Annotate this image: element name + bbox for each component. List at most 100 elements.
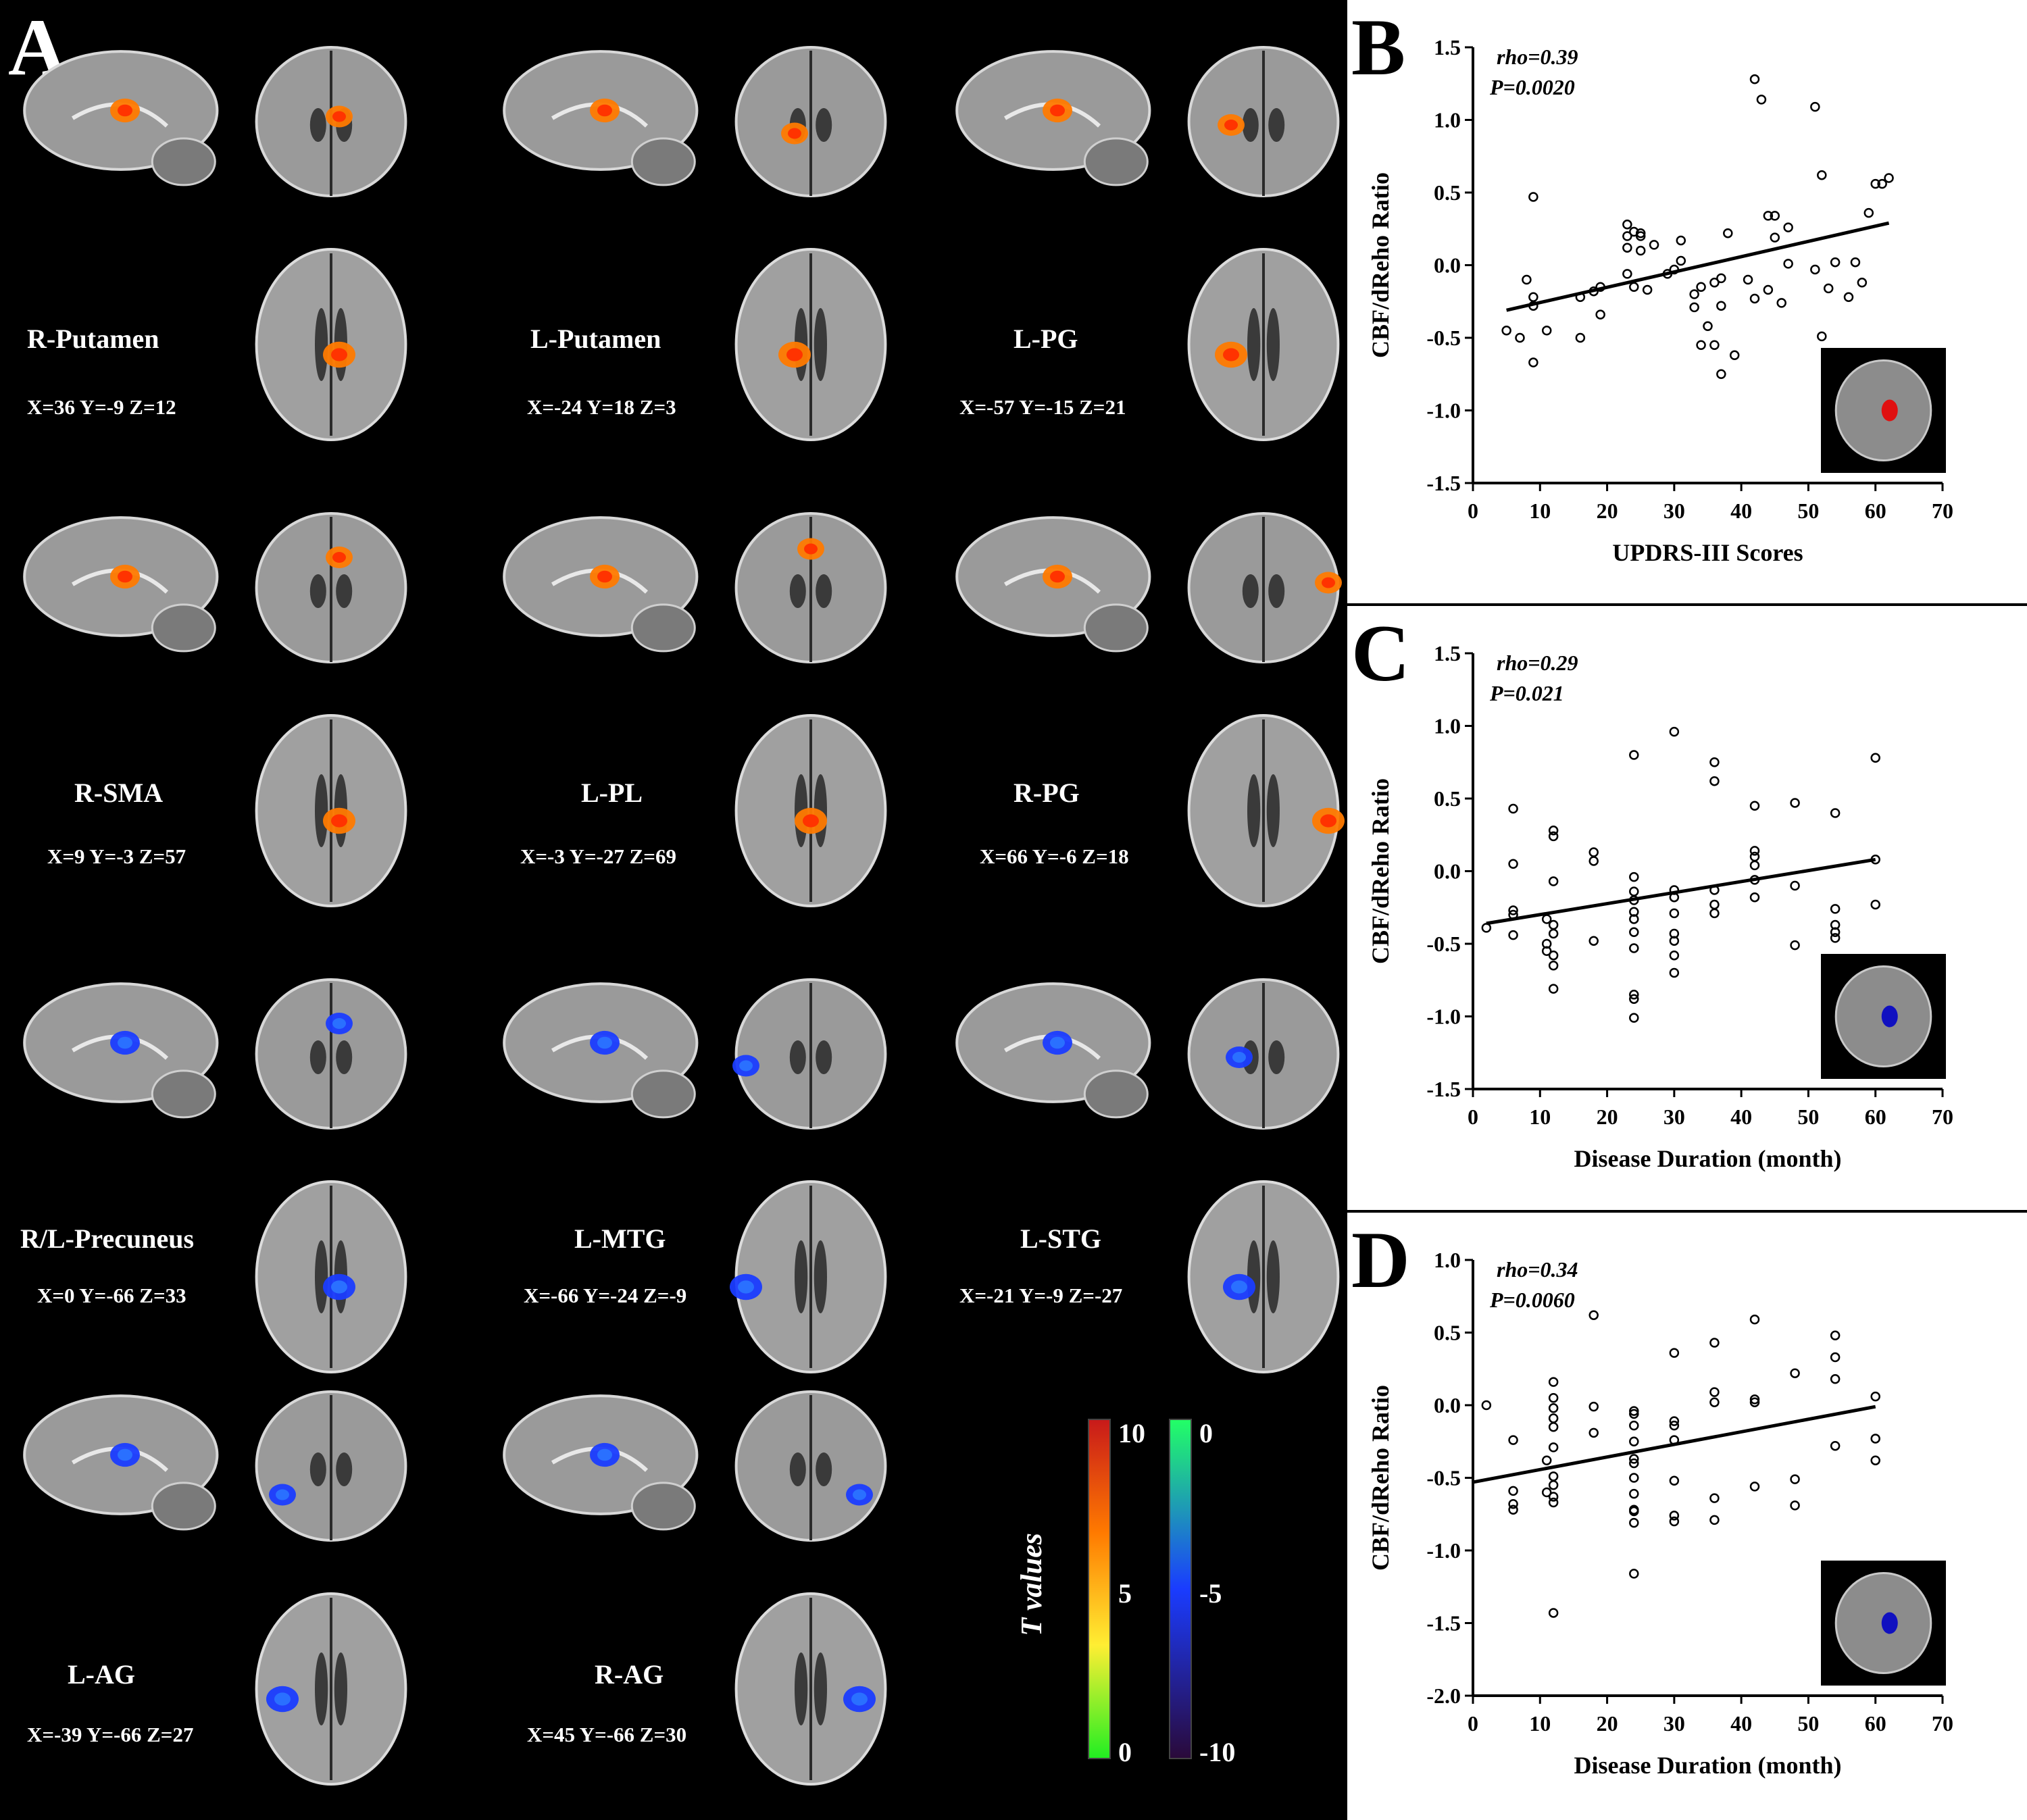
colorbar-tick: 0 xyxy=(1199,1418,1213,1448)
data-point xyxy=(1548,984,1559,994)
data-point xyxy=(1629,990,1639,1000)
x-tick-label: 60 xyxy=(1865,1711,1886,1736)
rho-value: rho=0.39 xyxy=(1497,45,1578,69)
axial-slice xyxy=(734,714,887,907)
p-value: P=0.021 xyxy=(1489,681,1564,705)
data-point xyxy=(1669,1475,1680,1486)
sagittal-slice xyxy=(23,982,219,1119)
mni-coordinates: X=66 Y=-6 Z=18 xyxy=(980,844,1129,868)
data-point xyxy=(1749,1397,1760,1407)
data-point xyxy=(1709,757,1720,767)
data-point xyxy=(1481,1400,1492,1411)
data-point xyxy=(1749,1314,1760,1325)
data-point xyxy=(1669,908,1680,919)
data-point xyxy=(1709,899,1720,910)
mni-coordinates: X=-24 Y=18 Z=3 xyxy=(527,395,676,419)
data-point xyxy=(1709,1493,1720,1503)
sagittal-slice xyxy=(23,516,219,653)
regression-line xyxy=(1486,857,1876,926)
data-point xyxy=(1629,1420,1639,1431)
data-point xyxy=(1830,933,1841,943)
data-point xyxy=(1541,326,1552,336)
sagittal-slice xyxy=(503,516,699,653)
correlation-panels xyxy=(1345,0,2027,1820)
axial-slice xyxy=(255,1592,407,1786)
x-tick-label: 50 xyxy=(1797,1105,1819,1129)
data-point xyxy=(1508,905,1518,915)
y-tick-label: 0.5 xyxy=(1434,180,1461,205)
coronal-slice xyxy=(1187,978,1340,1130)
data-point xyxy=(1508,859,1518,869)
data-point xyxy=(1622,243,1632,253)
data-point xyxy=(1588,286,1599,297)
data-point xyxy=(1528,357,1538,368)
data-point xyxy=(1622,269,1632,279)
data-point xyxy=(1729,350,1740,361)
data-point xyxy=(1709,1338,1720,1348)
data-point xyxy=(1548,1492,1559,1502)
data-point xyxy=(1703,321,1713,332)
data-point xyxy=(1716,273,1726,284)
mni-coordinates: X=0 Y=-66 Z=33 xyxy=(37,1284,186,1307)
y-tick-label: 1.0 xyxy=(1434,108,1461,132)
data-point xyxy=(1669,264,1680,275)
data-point xyxy=(1676,255,1686,266)
data-point xyxy=(1790,798,1800,808)
colorbar-tick: 10 xyxy=(1118,1418,1145,1448)
data-point xyxy=(1629,994,1639,1004)
data-point xyxy=(1709,1397,1720,1407)
data-point xyxy=(1716,301,1726,311)
data-point xyxy=(1749,846,1760,856)
data-point xyxy=(1676,235,1686,246)
data-point xyxy=(1790,1500,1800,1511)
x-tick-label: 60 xyxy=(1865,499,1886,523)
coronal-slice xyxy=(255,512,407,663)
data-point xyxy=(1669,1435,1680,1445)
data-point xyxy=(1830,1374,1841,1384)
axial-slice xyxy=(1187,1180,1340,1373)
x-tick-label: 30 xyxy=(1663,499,1685,523)
panel-a-brain-maps: A R-Putamen X=36 Y=-9 Z=12 L-Putamen X=-24 … xyxy=(0,0,1345,1820)
region-label: R-AG xyxy=(595,1659,664,1690)
region-label: R/L-Precuneus xyxy=(20,1223,195,1254)
x-tick-label: 0 xyxy=(1468,1105,1478,1129)
data-point xyxy=(1743,274,1753,285)
y-tick-label: -0.5 xyxy=(1426,1466,1461,1490)
data-point xyxy=(1588,1427,1599,1438)
data-point xyxy=(1709,278,1720,288)
data-point xyxy=(1830,904,1841,914)
data-point xyxy=(1528,192,1538,202)
mni-coordinates: X=45 Y=-66 Z=30 xyxy=(527,1723,687,1746)
sagittal-slice xyxy=(23,50,219,186)
data-point xyxy=(1548,1480,1559,1490)
axial-slice xyxy=(734,248,887,441)
data-point xyxy=(1481,923,1492,933)
inset-brain-render xyxy=(1821,954,1946,1079)
axial-slice xyxy=(734,1592,887,1786)
y-tick-label: -0.5 xyxy=(1426,326,1461,350)
panel-label: B xyxy=(1351,2,1405,92)
data-point xyxy=(1669,1416,1680,1426)
panel-label: C xyxy=(1351,608,1410,698)
data-point xyxy=(1548,876,1559,886)
mni-coordinates: X=-57 Y=-15 Z=21 xyxy=(959,395,1126,419)
rho-value: rho=0.29 xyxy=(1497,651,1578,675)
data-point xyxy=(1629,871,1639,882)
coronal-slice xyxy=(255,1390,407,1542)
y-tick-label: 1.5 xyxy=(1434,641,1461,665)
data-point xyxy=(1548,928,1559,939)
axial-slice xyxy=(255,1180,407,1373)
data-point xyxy=(1790,1474,1800,1484)
axial-slice xyxy=(255,248,407,441)
region-label: L-PG xyxy=(1014,324,1078,354)
region-label: R-Putamen xyxy=(27,324,159,354)
sagittal-slice xyxy=(23,1394,219,1531)
data-point xyxy=(1783,222,1793,232)
data-point xyxy=(1629,1488,1639,1499)
inset-brain-render xyxy=(1821,348,1946,473)
x-tick-label: 20 xyxy=(1597,499,1618,523)
mni-coordinates: X=-3 Y=-27 Z=69 xyxy=(520,844,676,868)
colorbar-tick: 0 xyxy=(1118,1737,1132,1767)
data-point xyxy=(1575,292,1586,303)
data-point xyxy=(1635,228,1646,238)
